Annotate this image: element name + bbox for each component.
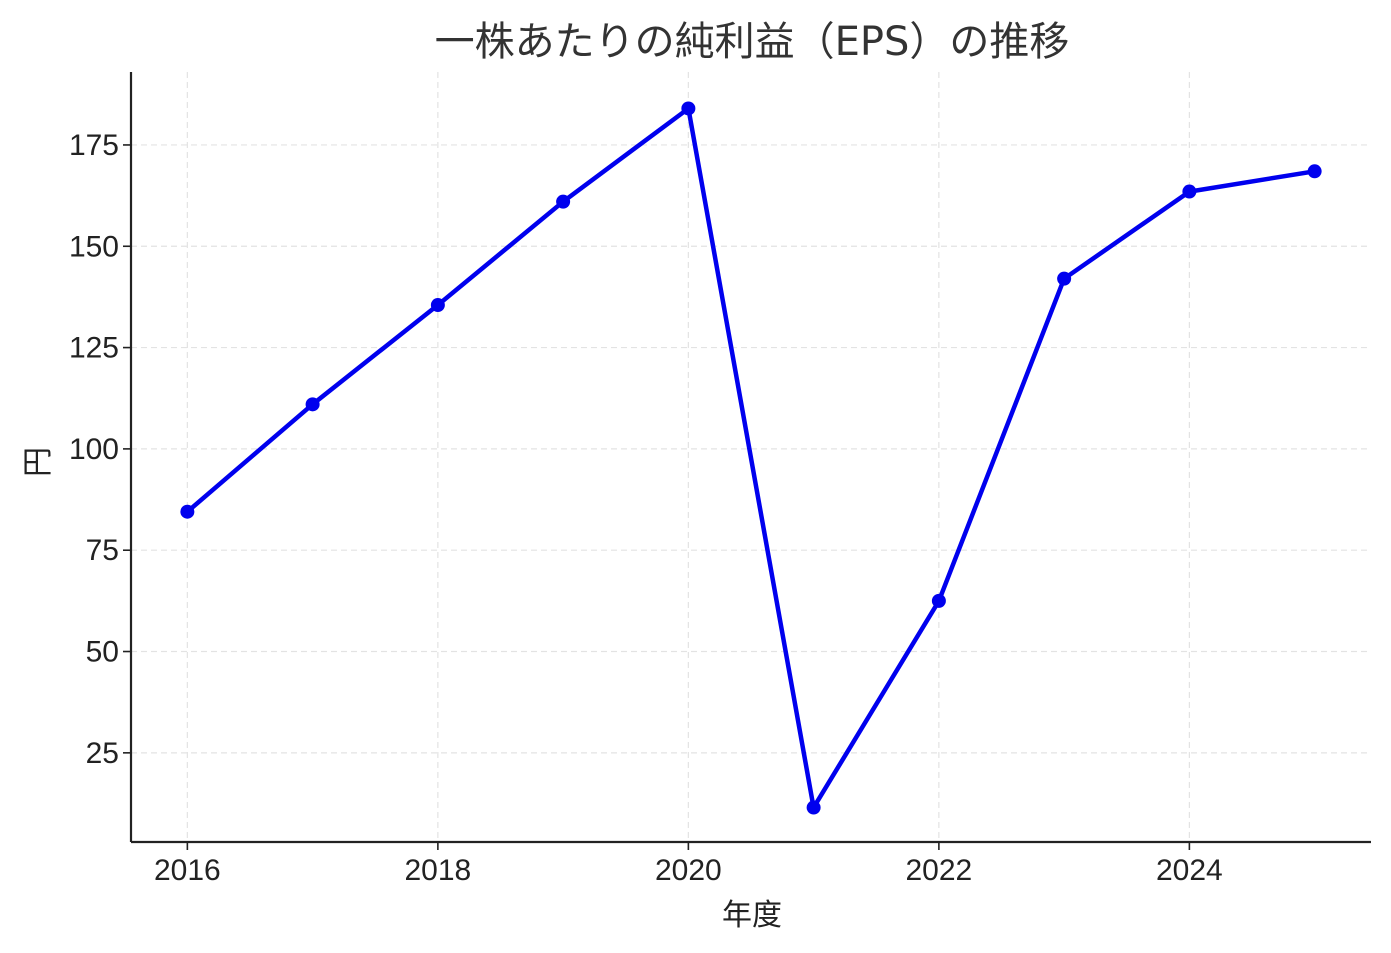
x-axis-label: 年度 <box>722 898 782 933</box>
y-tick-label: 125 <box>69 332 119 365</box>
x-tick-label: 2020 <box>655 854 722 887</box>
data-point <box>556 195 570 209</box>
axis-ticks: 2016 2018 2020 2022 2024 25 50 75 100 125 150 175 <box>69 129 1223 887</box>
series-layer <box>180 101 1321 814</box>
x-tick-label: 2024 <box>1156 854 1223 887</box>
data-point <box>1182 185 1196 199</box>
x-tick-label: 2022 <box>906 854 973 887</box>
y-tick-label: 50 <box>86 636 119 669</box>
y-tick-label: 75 <box>86 534 119 567</box>
x-tick-label: 2016 <box>154 854 221 887</box>
eps-series-line <box>187 109 1314 808</box>
y-tick-label: 100 <box>69 433 119 466</box>
data-point <box>932 594 946 608</box>
data-point <box>681 101 695 115</box>
y-tick-label: 150 <box>69 230 119 263</box>
y-axis-label: 円 <box>21 447 56 477</box>
y-tick-label: 175 <box>69 129 119 162</box>
data-point <box>180 505 194 519</box>
data-point <box>306 397 320 411</box>
y-tick-label: 25 <box>86 737 119 770</box>
data-point <box>1308 164 1322 178</box>
data-point <box>431 298 445 312</box>
data-point <box>807 801 821 815</box>
x-tick-label: 2018 <box>404 854 471 887</box>
data-point <box>1057 272 1071 286</box>
chart-title: 一株あたりの純利益（EPS）の推移 <box>435 19 1070 65</box>
